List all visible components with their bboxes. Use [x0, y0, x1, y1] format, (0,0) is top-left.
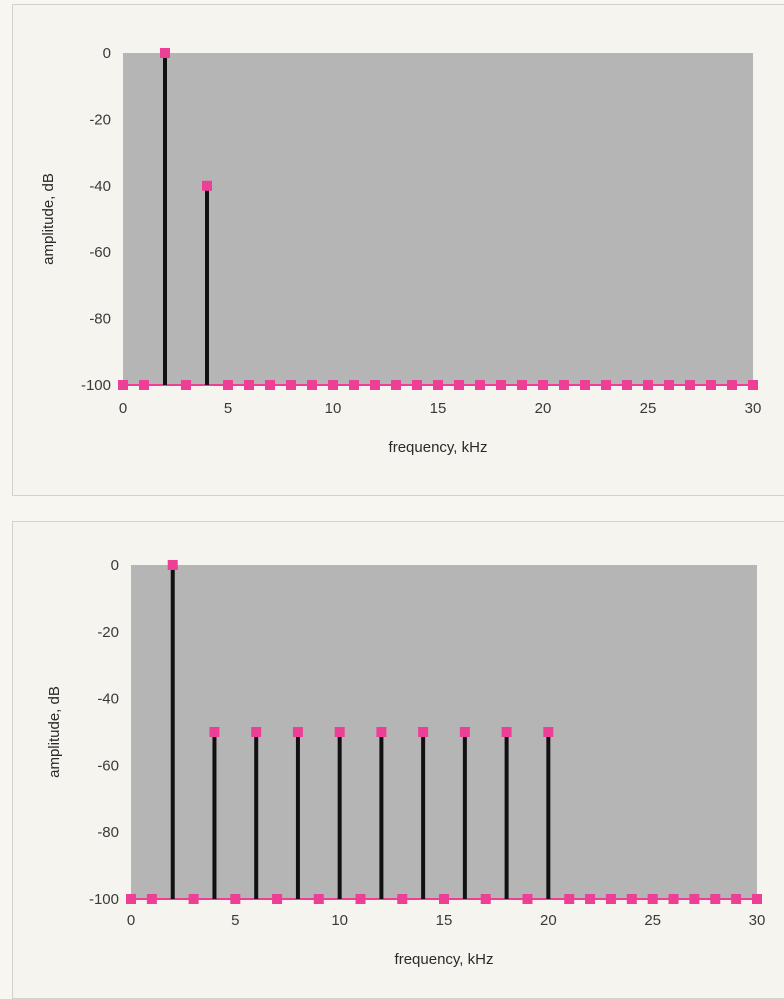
- plot-area: [131, 565, 757, 899]
- data-point: [647, 894, 658, 904]
- plot-area: [123, 53, 753, 385]
- x-tick-label: 20: [540, 912, 557, 929]
- y-tick-label: -40: [89, 178, 111, 195]
- data-point: [585, 894, 596, 904]
- data-point: [752, 894, 762, 904]
- data-point: [522, 894, 533, 904]
- y-tick-label: -20: [89, 111, 111, 128]
- y-tick-label: -40: [97, 691, 119, 708]
- x-tick-label: 5: [224, 400, 232, 417]
- y-tick-label: -80: [89, 311, 111, 328]
- y-tick-label: -100: [81, 377, 111, 394]
- data-point: [202, 180, 212, 191]
- data-point: [334, 727, 345, 737]
- data-point: [439, 894, 449, 904]
- x-tick-label: 20: [535, 400, 552, 417]
- x-tick-label: 15: [430, 400, 447, 417]
- data-point: [265, 380, 275, 390]
- data-point: [480, 894, 491, 904]
- data-point: [454, 380, 464, 390]
- x-tick-label: 10: [325, 400, 342, 417]
- data-point: [538, 380, 548, 390]
- y-axis-title: amplitude, dB: [46, 686, 63, 778]
- y-tick-label: 0: [111, 557, 119, 574]
- data-point: [685, 380, 695, 390]
- x-tick-label: 15: [436, 912, 453, 929]
- data-point: [286, 380, 296, 390]
- x-tick-label: 10: [331, 912, 348, 929]
- data-point: [689, 894, 700, 904]
- data-point: [397, 894, 408, 904]
- data-point: [307, 380, 317, 390]
- data-point: [622, 380, 632, 390]
- data-point: [580, 380, 590, 390]
- data-point: [376, 727, 387, 737]
- data-point: [543, 727, 554, 737]
- data-point: [230, 894, 241, 904]
- x-axis-title: frequency, kHz: [395, 951, 494, 968]
- data-point: [223, 380, 233, 390]
- data-point: [664, 380, 674, 390]
- data-point: [501, 727, 512, 737]
- data-point: [643, 380, 653, 390]
- data-point: [355, 894, 366, 904]
- data-point: [731, 894, 742, 904]
- data-point: [433, 380, 443, 390]
- y-axis-title: amplitude, dB: [40, 173, 57, 265]
- data-point: [181, 380, 191, 390]
- data-point: [748, 380, 758, 390]
- data-point: [706, 380, 716, 390]
- chart-panel-top: 0 -20 -40 -60 -80 -100 0 5 10 15 20 25 30 frequency, …: [12, 4, 784, 496]
- data-point: [459, 727, 470, 737]
- x-tick-label: 30: [745, 400, 762, 417]
- data-point: [272, 894, 283, 904]
- x-axis-title: frequency, kHz: [389, 439, 488, 456]
- spectrum-chart-bottom: 0 -20 -40 -60 -80 -100 0 5 10 15 20 25 30 frequency, …: [46, 557, 766, 968]
- data-point: [418, 727, 429, 737]
- data-point: [370, 380, 380, 390]
- spectrum-chart-top: 0 -20 -40 -60 -80 -100 0 5 10 15 20 25 30 frequency, …: [40, 45, 762, 456]
- data-point: [251, 727, 262, 737]
- data-point: [559, 380, 569, 390]
- data-point: [517, 380, 527, 390]
- data-point: [605, 894, 616, 904]
- data-point: [349, 380, 359, 390]
- x-tick-label: 25: [644, 912, 661, 929]
- data-point: [167, 560, 178, 570]
- data-point: [626, 894, 637, 904]
- data-point: [118, 380, 128, 390]
- y-tick-label: 0: [103, 45, 111, 62]
- data-point: [391, 380, 401, 390]
- data-point: [668, 894, 679, 904]
- chart-panel-bottom: 0 -20 -40 -60 -80 -100 0 5 10 15 20 25 30 frequency, …: [12, 521, 784, 999]
- data-point: [313, 894, 324, 904]
- y-tick-label: -100: [89, 891, 119, 908]
- data-point: [188, 894, 199, 904]
- data-point: [160, 48, 170, 58]
- data-point: [209, 727, 220, 737]
- x-tick-label: 0: [127, 912, 135, 929]
- data-point: [126, 894, 136, 904]
- data-point: [564, 894, 575, 904]
- data-point: [727, 380, 737, 390]
- x-tick-label: 0: [119, 400, 127, 417]
- data-point: [475, 380, 485, 390]
- data-point: [710, 894, 721, 904]
- data-point: [328, 380, 338, 390]
- data-point: [496, 380, 506, 390]
- data-point: [139, 380, 149, 390]
- x-tick-label: 25: [640, 400, 657, 417]
- x-tick-label: 30: [749, 912, 766, 929]
- data-point: [146, 894, 157, 904]
- y-tick-label: -20: [97, 624, 119, 641]
- data-point: [601, 380, 611, 390]
- data-point: [412, 380, 422, 390]
- data-point: [244, 380, 254, 390]
- x-tick-label: 5: [231, 912, 239, 929]
- data-point: [292, 727, 303, 737]
- y-tick-label: -60: [97, 757, 119, 774]
- y-tick-label: -60: [89, 244, 111, 261]
- y-tick-label: -80: [97, 824, 119, 841]
